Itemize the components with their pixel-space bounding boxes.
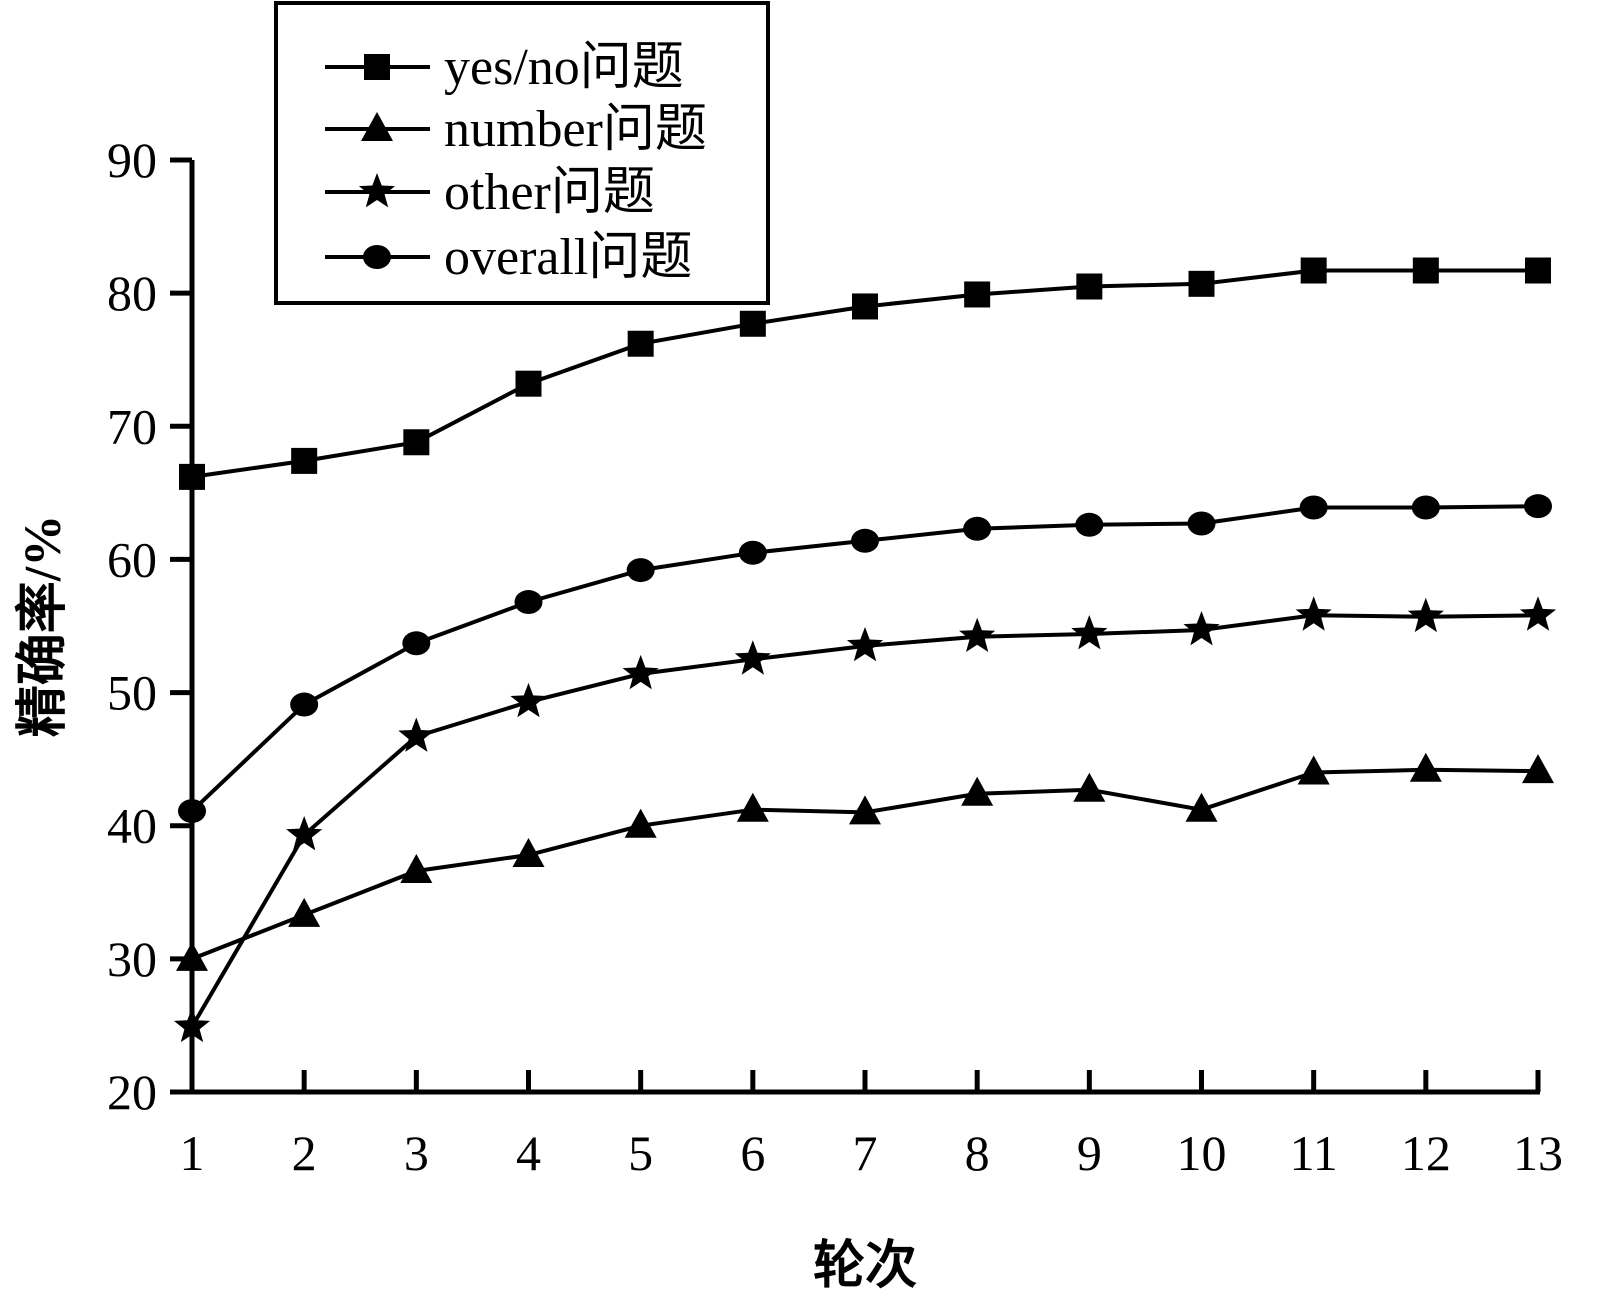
- triangle-marker: [1073, 772, 1106, 802]
- star-marker: [1519, 596, 1557, 631]
- square-marker: [852, 293, 878, 320]
- triangle-marker: [176, 941, 208, 971]
- legend-label: other问题: [444, 164, 655, 221]
- square-marker: [1412, 257, 1439, 284]
- y-tick-label: 80: [107, 265, 157, 321]
- square-marker: [403, 429, 430, 456]
- triangle-marker: [849, 795, 881, 825]
- x-tick-label: 12: [1401, 1125, 1451, 1181]
- square-marker: [1076, 273, 1103, 300]
- square-marker: [739, 310, 766, 337]
- y-tick-label: 20: [107, 1064, 157, 1120]
- star-marker: [398, 717, 435, 752]
- triangle-marker: [736, 792, 769, 822]
- triangle-marker: [512, 838, 545, 868]
- star-marker: [734, 640, 771, 675]
- series-star: [173, 596, 1557, 1043]
- x-tick-label: 9: [1077, 1125, 1102, 1181]
- circle-marker: [1075, 512, 1104, 537]
- star-marker: [286, 816, 323, 851]
- star-marker: [846, 627, 884, 662]
- circle-marker: [1187, 511, 1216, 536]
- circle-marker: [963, 516, 992, 541]
- series-square: [179, 257, 1551, 490]
- star-marker: [1295, 596, 1332, 631]
- star-marker: [510, 682, 547, 718]
- legend-item: number问题: [325, 101, 707, 158]
- square-legend-marker: [364, 54, 390, 80]
- circle-marker: [290, 692, 319, 717]
- square-marker: [1188, 270, 1215, 297]
- circle-marker: [626, 558, 655, 583]
- x-tick-label: 7: [853, 1125, 878, 1181]
- x-tick-label: 2: [292, 1125, 317, 1181]
- y-tick-label: 70: [107, 398, 157, 454]
- y-tick-label: 30: [107, 931, 157, 987]
- square-marker: [1300, 257, 1327, 284]
- circle-marker: [402, 631, 431, 656]
- star-marker: [173, 1007, 211, 1043]
- legend-box: [274, 1, 770, 305]
- x-tick-label: 1: [180, 1125, 205, 1181]
- star-marker: [1071, 615, 1108, 650]
- square-marker: [515, 370, 542, 397]
- y-tick-label: 90: [107, 132, 157, 188]
- circle-legend-marker: [363, 245, 391, 269]
- x-tick-label: 6: [740, 1125, 765, 1181]
- circle-marker: [178, 799, 206, 824]
- triangle-marker: [624, 808, 657, 838]
- x-axis-title: 轮次: [813, 1237, 917, 1295]
- legend-label: number问题: [444, 101, 707, 158]
- series-triangle: [176, 752, 1554, 971]
- square-marker: [627, 330, 654, 357]
- series-circle: [178, 494, 1552, 824]
- x-tick-label: 8: [965, 1125, 990, 1181]
- triangle-marker: [288, 897, 321, 927]
- square-marker: [291, 447, 318, 474]
- x-tick-label: 13: [1513, 1125, 1563, 1181]
- star-marker: [622, 654, 659, 690]
- x-tick-label: 4: [516, 1125, 541, 1181]
- x-tick-label: 11: [1290, 1125, 1338, 1181]
- legend-item: yes/no问题: [325, 39, 684, 96]
- x-tick-label: 5: [628, 1125, 653, 1181]
- triangle-marker: [1297, 755, 1330, 785]
- y-tick-label: 50: [107, 665, 157, 721]
- triangle-marker: [400, 853, 433, 883]
- circle-marker: [1299, 495, 1328, 520]
- y-tick-label: 40: [107, 798, 157, 854]
- star-legend-marker: [358, 173, 396, 208]
- y-axis-title: 精确率/%: [14, 515, 72, 737]
- circle-marker: [514, 590, 543, 615]
- circle-marker: [851, 528, 879, 553]
- legend-label: overall问题: [444, 229, 692, 286]
- x-tick-label: 10: [1177, 1125, 1227, 1181]
- circle-marker: [738, 540, 767, 565]
- legend-item: other问题: [325, 164, 655, 221]
- star-marker: [1183, 611, 1220, 646]
- star-marker: [1407, 597, 1444, 633]
- triangle-legend-marker: [361, 112, 393, 141]
- square-marker: [964, 281, 991, 308]
- circle-marker: [1524, 494, 1552, 519]
- triangle-marker: [1522, 754, 1554, 784]
- square-marker: [179, 463, 205, 490]
- square-marker: [1525, 257, 1551, 284]
- legend-label: yes/no问题: [444, 39, 684, 96]
- star-marker: [959, 617, 996, 652]
- circle-marker: [1411, 495, 1440, 520]
- legend-item: overall问题: [325, 229, 692, 286]
- triangle-marker: [961, 776, 994, 806]
- y-tick-label: 60: [107, 531, 157, 587]
- x-tick-label: 3: [404, 1125, 429, 1181]
- triangle-marker: [1185, 792, 1218, 822]
- series-layer: [173, 257, 1557, 1043]
- triangle-marker: [1409, 752, 1442, 782]
